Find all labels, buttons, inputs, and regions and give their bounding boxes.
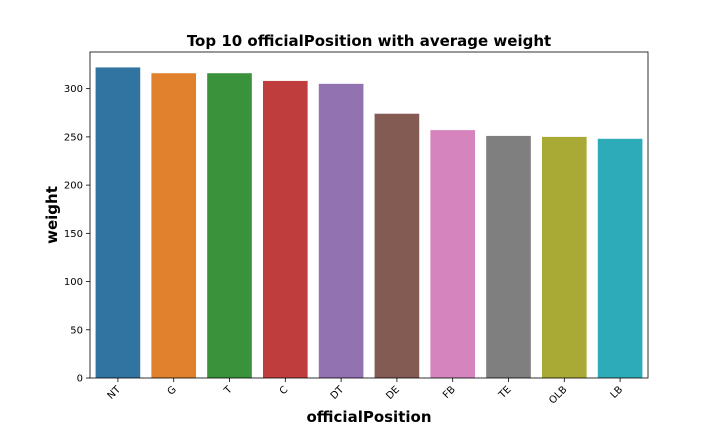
bar-g [151, 73, 197, 378]
plot-frame [89, 51, 649, 379]
x-tick-label: C [278, 384, 291, 397]
y-axis-ticks: 0 50 100 150 200 250 300 [64, 84, 90, 385]
bar-olb [541, 136, 587, 378]
y-tick-label: 100 [64, 277, 83, 288]
y-tick-label: 0 [77, 374, 83, 385]
bars-group [95, 67, 643, 379]
bar-nt [95, 67, 141, 379]
y-tick-label: 250 [64, 132, 83, 143]
bar-de [374, 113, 420, 378]
x-tick-label: T [222, 384, 235, 397]
x-axis-ticks: NT G T C DT DE FB TE OLB LB [106, 378, 626, 406]
bar-lb [597, 138, 643, 378]
x-tick-label: DT [329, 384, 347, 402]
bar-dt [318, 83, 364, 378]
bar-fb [430, 130, 476, 378]
chart-title: Top 10 officialPosition with average wei… [187, 32, 551, 50]
x-tick-label: NT [106, 384, 124, 402]
x-tick-label: OLB [547, 384, 569, 406]
x-tick-label: FB [441, 384, 458, 401]
bar-t [207, 73, 252, 378]
x-tick-label: LB [609, 384, 626, 401]
x-tick-label: G [166, 384, 179, 397]
bar-te [486, 135, 531, 378]
y-tick-label: 150 [64, 229, 83, 240]
bar-c [262, 80, 308, 379]
y-tick-label: 50 [70, 325, 83, 336]
x-tick-label: TE [496, 384, 513, 401]
x-tick-label: DE [384, 384, 402, 402]
x-axis-label: officialPosition [307, 408, 432, 426]
y-axis-label: weight [43, 186, 61, 244]
y-tick-label: 200 [64, 181, 83, 192]
y-tick-label: 300 [64, 84, 83, 95]
